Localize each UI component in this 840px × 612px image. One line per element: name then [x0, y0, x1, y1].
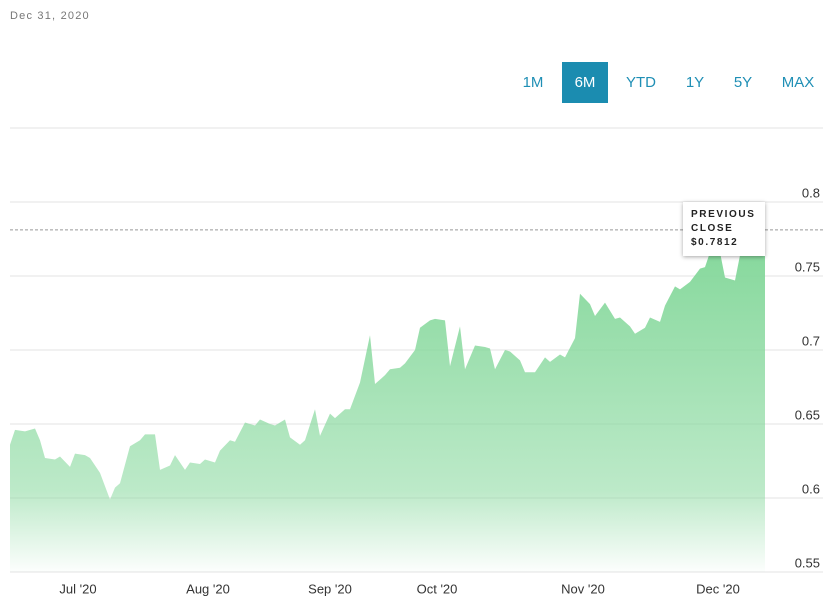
x-tick-label: Nov '20 — [561, 581, 605, 596]
tooltip-label: PREVIOUS CLOSE — [691, 208, 756, 234]
y-tick-label: 0.75 — [795, 259, 820, 274]
x-tick-label: Oct '20 — [417, 581, 458, 596]
y-tick-label: 0.55 — [795, 555, 820, 570]
y-tick-label: 0.6 — [802, 481, 820, 496]
x-tick-label: Sep '20 — [308, 581, 352, 596]
x-tick-label: Aug '20 — [186, 581, 230, 596]
previous-close-tooltip: PREVIOUS CLOSE $0.7812 — [683, 201, 765, 256]
area — [10, 246, 765, 572]
range-button[interactable]: 1Y — [685, 74, 705, 91]
y-tick-label: 0.7 — [802, 333, 820, 348]
range-button[interactable]: 5Y — [733, 74, 753, 91]
x-tick-label: Dec '20 — [696, 581, 740, 596]
range-button[interactable]: 6M — [562, 62, 608, 103]
tooltip-value: $0.7812 — [691, 236, 739, 248]
date: Dec 31, 2020 — [10, 10, 90, 22]
x-tick-label: Jul '20 — [59, 581, 96, 596]
y-tick-label: 0.65 — [795, 407, 820, 422]
y-tick-label: 0.8 — [802, 185, 820, 200]
range-button[interactable]: 1M — [522, 74, 544, 91]
range-button[interactable]: YTD — [626, 74, 656, 91]
range-button[interactable]: MAX — [781, 74, 815, 91]
